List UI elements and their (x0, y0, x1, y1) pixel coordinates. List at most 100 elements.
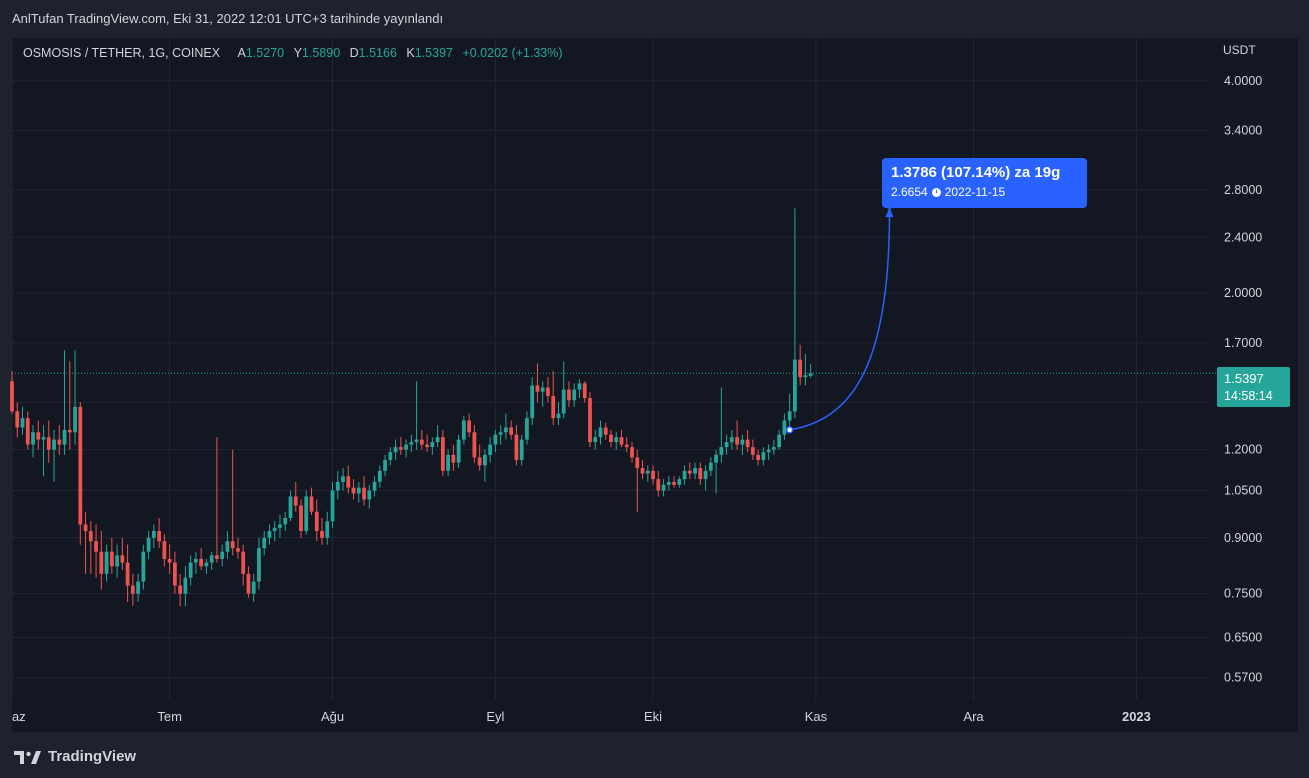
candle-body (409, 442, 414, 445)
candle (267, 524, 272, 545)
candle (446, 449, 451, 477)
candle (577, 379, 582, 399)
candle-body (525, 418, 529, 440)
clock-icon (931, 187, 941, 197)
candle-body (735, 437, 739, 445)
candle (188, 555, 193, 586)
candle (803, 353, 808, 386)
tradingview-brand[interactable]: TradingView (14, 748, 136, 765)
x-tick-label: Tem (157, 709, 182, 724)
candle (57, 425, 62, 455)
candle-body (724, 442, 729, 448)
candle-body (288, 496, 293, 519)
candle-body (136, 581, 140, 594)
candle (472, 425, 477, 463)
candle-body (325, 521, 330, 538)
y-tick-label: 3.4000 (1224, 124, 1262, 138)
candle (94, 524, 98, 578)
candle-body (52, 439, 56, 450)
candle (509, 420, 514, 440)
candle (488, 437, 493, 463)
candle (362, 476, 366, 506)
candle (20, 406, 25, 435)
candle (719, 387, 724, 463)
candle-body (703, 470, 708, 480)
candle (572, 383, 577, 407)
candle (41, 425, 46, 477)
candle (750, 439, 755, 461)
candle (498, 425, 503, 445)
candle (703, 465, 708, 491)
close-value: 1.5397 (414, 46, 453, 60)
candle-body (535, 385, 540, 392)
currency-label[interactable]: USDT (1223, 43, 1256, 57)
candle (172, 551, 177, 594)
candle (83, 511, 88, 574)
candle-body (251, 581, 256, 594)
candle (31, 425, 35, 458)
candle-body (209, 555, 214, 563)
candle-body (88, 531, 93, 542)
change-value: +0.0202 (+1.33%) (462, 46, 563, 60)
candle-body (262, 537, 267, 549)
candle-body (519, 439, 524, 461)
high-label: Y (293, 46, 302, 60)
candle-body (314, 511, 319, 532)
candle (682, 465, 687, 485)
last-price-badge: 1.5397 14:58:14 (1217, 367, 1290, 407)
candle-body (230, 541, 235, 549)
candle-body (467, 420, 472, 433)
candle-body (115, 555, 119, 567)
candle-body (141, 551, 146, 582)
candle-body (183, 577, 188, 594)
candle (36, 420, 41, 450)
candle-body (740, 439, 745, 445)
candle (787, 393, 792, 430)
candle-body (635, 457, 640, 469)
candle (199, 548, 204, 571)
candle-body (346, 476, 351, 488)
candle-body (162, 541, 167, 559)
candle (504, 413, 508, 440)
candle-body (78, 406, 83, 525)
y-tick-label: 1.0500 (1224, 484, 1262, 498)
candle-body (766, 449, 771, 453)
candle (556, 402, 561, 426)
candle-body (803, 375, 808, 378)
candle (645, 465, 650, 482)
candle (194, 551, 198, 574)
tradingview-logo-icon (14, 750, 41, 764)
candle (246, 566, 251, 598)
candle (535, 363, 540, 403)
candle-body (419, 439, 424, 445)
candle-body (609, 434, 613, 443)
candle-body (645, 470, 650, 474)
candle-body (62, 429, 67, 445)
candle (771, 439, 776, 455)
candle (714, 449, 718, 494)
candle (729, 429, 734, 450)
candle (766, 444, 771, 461)
candle-body (708, 462, 713, 471)
candle (656, 470, 661, 497)
projection-callout[interactable]: 1.3786 (107.14%) za 19g 2.6654 2022-11-1… (882, 158, 1087, 208)
candle (672, 476, 676, 488)
candle-body (167, 558, 172, 563)
y-tick-label: 2.0000 (1224, 286, 1262, 300)
candle (251, 573, 256, 602)
y-tick-label: 4.0000 (1224, 74, 1262, 88)
projection-target-date: 2022-11-15 (944, 185, 1006, 199)
candle-body (57, 439, 62, 445)
candle (440, 429, 445, 477)
candle (46, 420, 51, 463)
candle-body (225, 541, 230, 552)
candle (304, 490, 309, 535)
candle (178, 573, 183, 607)
candle (157, 518, 162, 549)
chart-frame[interactable] (12, 38, 1298, 732)
candle-body (267, 531, 272, 538)
candle-body (46, 437, 51, 450)
candle (525, 411, 529, 445)
candle-body (388, 452, 393, 461)
